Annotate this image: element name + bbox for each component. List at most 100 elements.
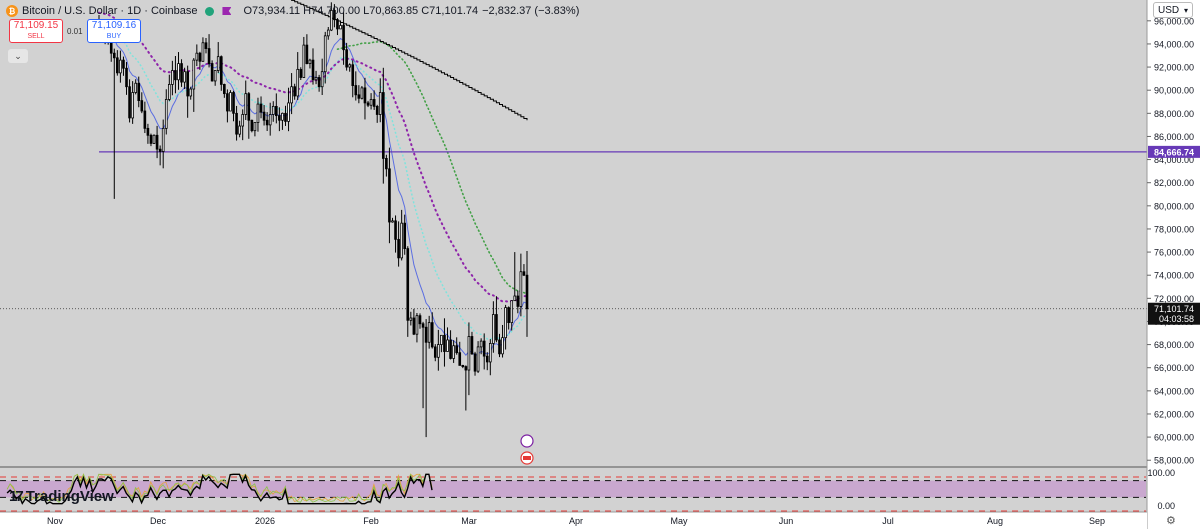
flag-icon[interactable]	[222, 7, 232, 15]
candle-body	[464, 366, 468, 371]
chevron-down-icon: ⌄	[14, 51, 22, 61]
y-tick-label: 60,000.00	[1154, 433, 1194, 443]
candle-body	[498, 339, 501, 355]
collapse-legend-button[interactable]: ⌄	[8, 49, 28, 63]
candle-body	[363, 87, 367, 104]
candle-body	[186, 71, 189, 97]
candle-body	[247, 93, 251, 121]
candle-body	[317, 77, 321, 88]
candle-body	[253, 122, 257, 132]
candle-body	[223, 84, 226, 95]
candle-body	[149, 134, 153, 144]
candle-body	[406, 248, 410, 321]
ohlc-values: O73,934.11 H74,700.00 L70,863.85 C71,101…	[243, 5, 479, 17]
candle-body	[424, 326, 428, 343]
candle-body	[308, 59, 312, 64]
y-tick-label: 94,000.00	[1154, 39, 1194, 49]
candle-body	[143, 110, 147, 129]
time-axis-panel[interactable]	[0, 512, 1147, 529]
candle-body	[485, 355, 489, 363]
candle-body	[198, 52, 202, 62]
candle-body	[259, 103, 263, 113]
candle-body	[339, 25, 342, 30]
candle-body	[256, 103, 260, 123]
candle-body	[250, 119, 254, 132]
y-tick-label: 88,000.00	[1154, 109, 1194, 119]
bitcoin-icon: ₿	[6, 5, 18, 17]
candle-body	[210, 63, 214, 82]
current-price-tag	[1148, 302, 1200, 325]
x-tick-label: May	[670, 516, 688, 526]
candle-body	[131, 92, 134, 119]
candle-body	[192, 59, 196, 90]
candle-body	[189, 88, 193, 97]
candle-body	[455, 345, 459, 354]
candle-body	[333, 10, 336, 21]
candle-body	[482, 340, 486, 357]
oscillator-green-line	[6, 473, 433, 503]
candle-body	[403, 222, 407, 250]
candle-body	[213, 70, 217, 82]
buy-button[interactable]: 71,109.16 BUY	[87, 19, 141, 43]
candle-body	[449, 339, 452, 359]
candle-body	[522, 271, 526, 276]
price-axis-panel[interactable]	[1147, 0, 1200, 529]
x-tick-label: 2026	[255, 516, 275, 526]
candle-body	[161, 127, 165, 152]
currency-selector[interactable]: USD ▾	[1153, 2, 1193, 18]
candle-body	[314, 77, 318, 81]
candle-body	[492, 314, 495, 344]
y-tick-label: 64,000.00	[1154, 386, 1194, 396]
y-tick-label: 86,000.00	[1154, 132, 1194, 142]
y-tick-label: 84,000.00	[1154, 155, 1194, 165]
candle-body	[134, 82, 138, 93]
candle-body	[320, 71, 324, 88]
time-axis: Nov Dec 2026 Feb Mar Apr May Jun Jul Aug Sep	[0, 511, 1147, 529]
candle-body	[281, 112, 284, 121]
candle-body	[507, 307, 510, 324]
x-tick-label: Feb	[363, 516, 379, 526]
sell-button[interactable]: 71,109.15 SELL	[9, 19, 63, 43]
x-tick-label: Dec	[150, 516, 167, 526]
candle-body	[433, 346, 437, 358]
candle-body	[415, 315, 419, 335]
candle-body	[394, 220, 397, 240]
candle-body	[421, 323, 425, 328]
candle-body	[287, 102, 290, 122]
candle-body	[397, 238, 400, 259]
brand-name: TradingView	[25, 488, 114, 505]
candle-body	[326, 29, 330, 37]
price-change: −2,832.37 (−3.83%)	[482, 5, 580, 17]
candle-body	[430, 322, 434, 348]
candle-body	[232, 92, 235, 114]
tradingview-logo-icon: 17	[9, 488, 24, 505]
ai-event-icon[interactable]	[520, 434, 534, 448]
candle-body	[372, 99, 376, 107]
event-markers	[520, 434, 534, 465]
horizontal-line-tag	[1148, 145, 1200, 158]
candle-body	[461, 364, 465, 367]
candle-body	[128, 86, 131, 119]
candle-body	[418, 315, 422, 325]
sell-price: 71,109.15	[13, 20, 59, 31]
spread-value: 0.01	[67, 27, 83, 36]
candle-body	[299, 68, 303, 78]
dotted-purple-line	[98, 11, 528, 303]
candles	[97, 2, 529, 438]
tradingview-logo[interactable]: 17 TradingView	[9, 488, 114, 505]
candle-body	[516, 295, 520, 307]
candle-body	[378, 92, 382, 115]
candle-body	[152, 134, 156, 144]
candle-body	[427, 322, 431, 343]
candle-body	[219, 56, 223, 85]
candle-body	[375, 105, 379, 115]
candle-body	[164, 99, 168, 129]
candle-body	[330, 10, 333, 31]
settings-gear-icon[interactable]: ⚙	[1166, 515, 1176, 527]
candle-body	[207, 48, 211, 64]
candle-body	[204, 42, 208, 49]
candle-body	[229, 92, 232, 112]
symbol-title[interactable]: Bitcoin / U.S. Dollar · 1D · Coinbase	[22, 5, 198, 17]
candle-body	[510, 300, 514, 324]
